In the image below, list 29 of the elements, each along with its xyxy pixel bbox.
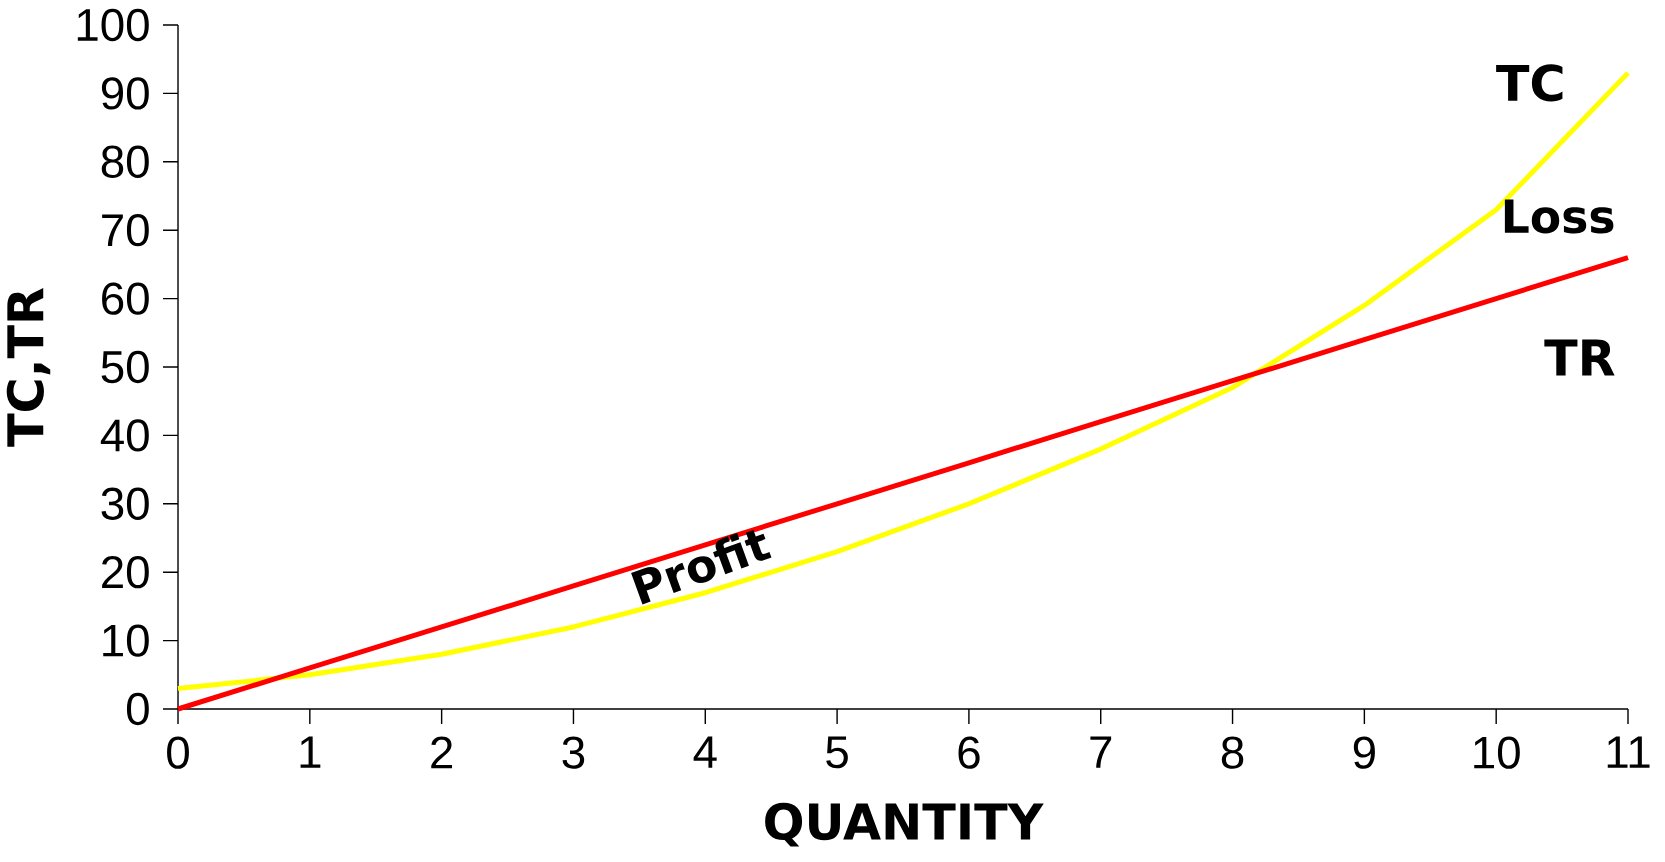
x-tick-label: 2 — [431, 736, 453, 769]
x-tick-label: 7 — [1090, 736, 1112, 768]
y-tick-label: 60 — [102, 282, 149, 315]
x-tick-label: 0 — [167, 736, 189, 769]
y-tick-label: 80 — [101, 145, 149, 178]
x-tick-label: 9 — [1353, 736, 1375, 769]
y-tick-label: 30 — [101, 487, 149, 520]
x-tick-label: 8 — [1221, 736, 1244, 769]
y-tick-label: 50 — [101, 350, 149, 384]
y-tick-label: 90 — [101, 77, 149, 110]
annotation: Profit — [631, 529, 772, 605]
y-tick-label: 70 — [102, 214, 149, 247]
y-tick-label: 10 — [103, 624, 149, 657]
x-axis-title: QUANTITY — [765, 802, 1044, 847]
series-label: TC — [1496, 64, 1563, 102]
series-label: TR — [1544, 339, 1615, 376]
x-tick-label: 6 — [958, 736, 980, 769]
x-tick-label: 1 — [300, 736, 321, 768]
x-tick-label: 4 — [693, 736, 717, 768]
x-tick-label: 3 — [562, 736, 585, 769]
y-tick-label: 20 — [102, 556, 149, 589]
y-tick-label: 100 — [77, 8, 149, 42]
y-axis-title: TC,TR — [6, 288, 51, 447]
y-tick-label: 40 — [100, 419, 149, 452]
x-tick-label: 10 — [1474, 736, 1520, 769]
annotation: Loss — [1504, 199, 1614, 234]
y-tick-label: 0 — [126, 692, 149, 726]
x-tick-label: 11 — [1607, 736, 1650, 768]
x-tick-label: 5 — [826, 736, 848, 769]
